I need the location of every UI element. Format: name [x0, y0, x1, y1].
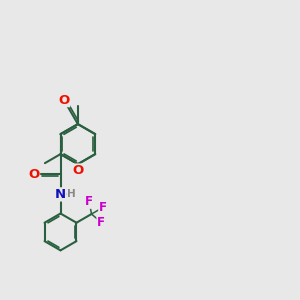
Text: F: F: [97, 216, 105, 229]
Text: F: F: [99, 201, 107, 214]
Text: H: H: [67, 189, 76, 200]
Text: N: N: [55, 188, 66, 201]
Text: O: O: [28, 168, 40, 181]
Text: O: O: [58, 94, 70, 106]
Text: F: F: [85, 195, 93, 208]
Text: O: O: [72, 164, 83, 177]
